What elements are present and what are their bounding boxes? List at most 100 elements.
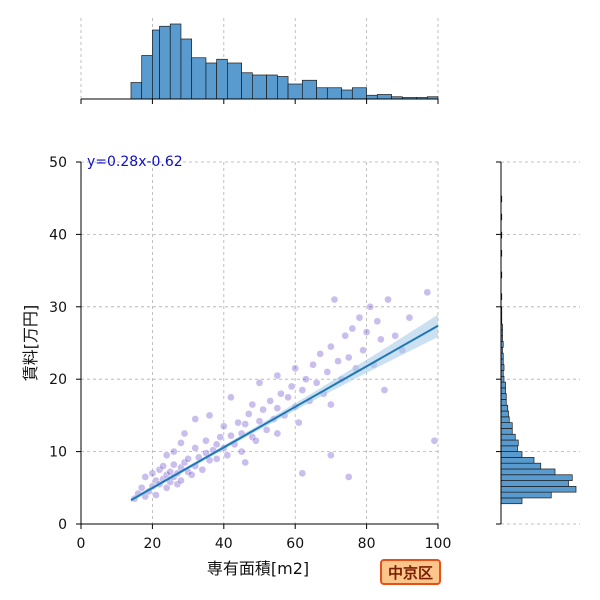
top-hist-bar (205, 62, 218, 100)
right-histogram (496, 161, 580, 525)
x-tick-label: 60 (286, 536, 304, 552)
top-hist-bar (130, 82, 143, 100)
top-hist-bar (252, 74, 267, 100)
scatter-point (162, 451, 171, 460)
right-hist-bar (500, 404, 509, 412)
scatter-point (241, 458, 250, 467)
right-hist-bar (500, 393, 507, 400)
scatter-point (259, 405, 267, 414)
top-hist-bar (141, 55, 153, 100)
right-hist-bar (500, 457, 535, 464)
y-tick-label: 50 (49, 155, 67, 171)
top-hist-bar (191, 57, 207, 100)
scatter-point (316, 350, 325, 358)
scatter-point (237, 447, 246, 456)
scatter-point (187, 470, 196, 479)
x-tick-label: 20 (143, 536, 161, 552)
district-badge: 中京区 (380, 559, 442, 585)
regression-layer (130, 314, 439, 503)
scatter-point (262, 426, 271, 434)
scatter-point (430, 436, 439, 445)
scatter-point (205, 411, 214, 420)
y-tick-label: 40 (49, 227, 67, 243)
scatter-point (284, 393, 292, 402)
scatter-point (327, 400, 335, 409)
top-hist-bar (277, 76, 289, 100)
scatter-point (177, 476, 185, 485)
scatter-point (191, 444, 200, 452)
scatter-point (327, 451, 335, 460)
right-hist-bar (500, 399, 507, 406)
right-hist-bar (500, 474, 573, 481)
scatter-point (180, 429, 189, 438)
top-hist-bar (341, 89, 353, 100)
right-hist-bar (500, 410, 509, 418)
scatter-point (327, 342, 335, 351)
y-tick-label: 10 (49, 445, 67, 461)
x-tick-label: 80 (358, 536, 376, 552)
right-hist-bar (500, 439, 519, 447)
scatter-point (152, 491, 160, 499)
scatter-point (219, 422, 228, 431)
right-hist-bar (500, 445, 518, 452)
y-tick-label: 20 (49, 372, 67, 388)
scatter-point (137, 483, 146, 492)
top-hist-bar (326, 87, 342, 100)
right-hist-bar (500, 486, 577, 493)
scatter-point (273, 429, 282, 438)
top-hist-bar (152, 29, 160, 100)
top-hist-bar (351, 87, 367, 100)
right-hist-bar (500, 381, 506, 389)
scatter-point (223, 451, 232, 460)
right-hist-bar (500, 451, 523, 458)
main-grid (80, 161, 439, 525)
scatter-point (162, 483, 171, 492)
main-axes: 0 20 40 60 80 100 0 10 20 30 40 50 (49, 155, 451, 552)
x-axis-title: 専有面積[m2] (207, 559, 309, 578)
scatter-point (380, 386, 389, 394)
scatter-point (273, 371, 282, 380)
scatter-point (216, 433, 225, 441)
right-hist-bar (500, 462, 542, 470)
scatter-point (330, 295, 339, 304)
scatter-point (334, 357, 342, 365)
scatter-point (227, 431, 235, 440)
right-hist-bar (500, 428, 513, 435)
scatter-point (241, 420, 250, 428)
scatter-point (344, 473, 353, 481)
scatter-point (309, 360, 317, 369)
scatter-point (294, 418, 303, 427)
top-hist-bar (376, 94, 392, 100)
scatter-point (384, 295, 392, 304)
top-hist-bar (180, 38, 193, 100)
top-hist-bar (316, 87, 328, 100)
scatter-point (391, 331, 400, 340)
scatter-point (227, 393, 235, 402)
scatter-point (423, 288, 432, 297)
x-tick-label: 0 (77, 536, 86, 552)
regression-equation: y=0.28x-0.62 (87, 154, 183, 170)
top-hist-bar (169, 23, 182, 100)
scatter-point (148, 469, 157, 478)
top-histogram (80, 18, 439, 104)
scatter-point (298, 469, 307, 478)
scatter-point (169, 447, 178, 456)
scatter-point (312, 378, 321, 387)
top-hist-bar (227, 62, 242, 100)
scatter-point (252, 436, 260, 445)
scatter-point (405, 313, 414, 322)
scatter-point (212, 440, 221, 449)
scatter-point (277, 389, 285, 398)
y-tick-label: 0 (58, 517, 67, 533)
scatter-point (377, 335, 385, 344)
scatter-point (202, 436, 210, 445)
scatter-point (212, 454, 221, 463)
right-hist-bar (500, 468, 556, 476)
right-hist-bar (500, 497, 523, 505)
right-hist-bar (500, 480, 569, 487)
scatter-point (184, 454, 192, 463)
right-hist-bar (500, 422, 513, 429)
scatter-point (362, 328, 371, 336)
scatter-point (344, 353, 353, 362)
